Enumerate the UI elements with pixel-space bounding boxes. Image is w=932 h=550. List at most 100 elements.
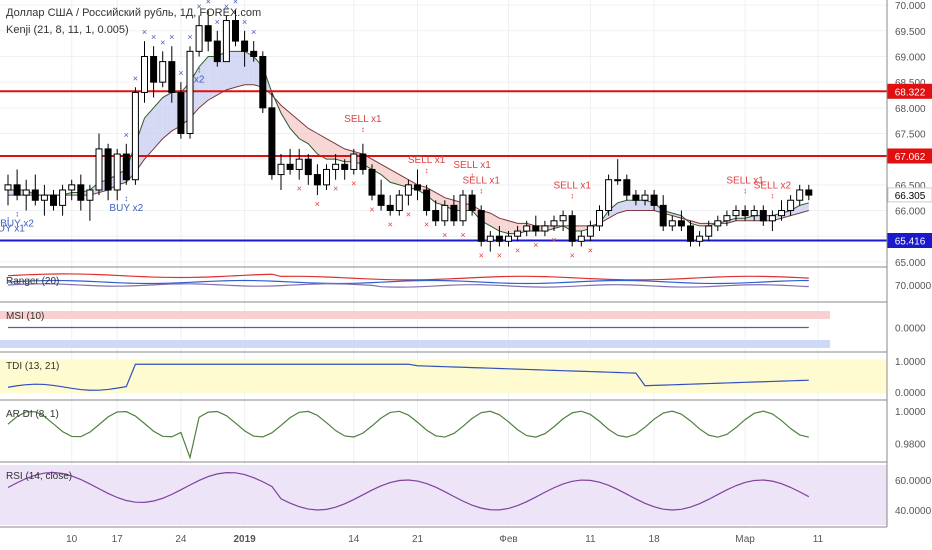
candle-body — [286, 163, 294, 170]
sell-x-marker: × — [388, 220, 393, 230]
level-badge — [887, 233, 932, 249]
ma-cloud-segment — [435, 192, 445, 206]
candle-body — [705, 225, 713, 237]
candle-body — [696, 235, 704, 242]
ma-cloud-segment — [499, 218, 509, 234]
candle-body — [732, 210, 740, 217]
ma-cloud-segment — [217, 51, 227, 95]
level-badge — [887, 187, 932, 203]
pane-tick-label: 0.0000 — [895, 324, 926, 335]
ma-cloud-segment — [726, 218, 736, 224]
sell-x-marker: × — [570, 250, 575, 260]
sell-x-marker: × — [460, 230, 465, 240]
candle-body — [4, 184, 12, 191]
candle-body — [295, 158, 303, 170]
ma-cloud-segment — [672, 213, 682, 219]
sell-x-marker: × — [315, 199, 320, 209]
signal-arrow: ↕ — [770, 192, 774, 201]
pane-tick-label: 60.0000 — [895, 476, 932, 487]
ma-cloud-segment — [235, 51, 245, 88]
rsi-band — [0, 465, 887, 525]
candle-body — [414, 184, 421, 191]
sell-x-marker: × — [588, 245, 593, 255]
ma-cloud-segment — [745, 215, 755, 221]
candle-body — [532, 225, 540, 232]
ma-cloud-segment — [508, 220, 518, 234]
candle-body — [641, 194, 649, 201]
candle-body — [796, 189, 804, 201]
candle-body — [550, 220, 558, 227]
candle-body — [586, 225, 594, 237]
time-tick-label: Мар — [735, 534, 755, 545]
price-tick-label: 66.000 — [895, 207, 926, 218]
signal-label: BUY x1 — [0, 223, 25, 234]
candle-body — [577, 235, 585, 242]
candle-body — [122, 153, 130, 181]
candle-body — [323, 168, 330, 186]
signal-arrow: ↕ — [15, 209, 19, 218]
candle-body — [432, 210, 440, 222]
signal-arrow: ↕ — [6, 214, 10, 223]
buy-x-marker: × — [151, 32, 156, 42]
candle-body — [523, 225, 531, 232]
ma-cloud-segment — [626, 200, 636, 211]
ma-cloud-segment — [490, 213, 500, 232]
candle-body — [568, 215, 576, 242]
candle-body — [623, 179, 631, 196]
candle-body — [632, 194, 640, 201]
ma-cloud-segment — [162, 92, 172, 139]
ma-cloud-segment — [399, 174, 409, 188]
ma-cloud-segment — [699, 223, 709, 226]
time-tick-label: Фев — [499, 534, 517, 545]
candle-body — [332, 163, 340, 170]
indicator-line — [7, 471, 810, 511]
candle-body — [77, 184, 85, 201]
candle-body — [250, 50, 258, 57]
signal-label: SELL x1 — [344, 114, 382, 125]
sell-x-marker: × — [424, 220, 429, 230]
buy-x-marker: × — [160, 37, 165, 47]
ma-cloud-segment — [199, 56, 209, 108]
indicator-line — [7, 283, 809, 288]
candle-body — [614, 179, 622, 182]
candle-body — [423, 189, 431, 212]
candle-body — [313, 174, 321, 186]
candle-body — [277, 163, 285, 176]
candle-body — [441, 204, 449, 222]
signal-label: SELL x1 — [408, 155, 446, 166]
price-tick-label: 67.500 — [895, 130, 926, 141]
signal-arrow: ↕ — [124, 194, 128, 203]
buy-x-marker: × — [251, 27, 256, 37]
ma-cloud-segment — [244, 51, 254, 85]
candle-body — [213, 40, 221, 63]
candle-body — [596, 210, 603, 227]
signal-label: SELL x1 — [553, 181, 591, 192]
price-tick-label: 69.500 — [895, 27, 926, 38]
candle-body — [386, 204, 394, 212]
level-badge-label: 68.322 — [895, 87, 926, 98]
price-tick-label: 69.000 — [895, 52, 926, 63]
price-tick-label: 66.500 — [895, 181, 926, 192]
candle-body — [404, 184, 412, 196]
candle-body — [650, 194, 658, 206]
candle-body — [359, 153, 367, 170]
pane-title: RSI (14, close) — [6, 471, 72, 482]
candle-body — [159, 61, 167, 83]
candle-body — [677, 220, 685, 227]
candle-body — [222, 20, 230, 63]
candle-body — [778, 210, 785, 217]
candle-body — [113, 153, 121, 191]
time-tick-label: 11 — [585, 534, 596, 545]
pane-title: TDI (13, 21) — [6, 361, 59, 372]
candle-body — [350, 153, 358, 170]
indicator-legend: Kenji (21, 8, 11, 1, 0.005) — [6, 24, 129, 36]
buy-x-marker: × — [242, 17, 247, 27]
pane-tick-label: 0.0000 — [895, 388, 926, 399]
candle-body — [341, 163, 349, 170]
pane-tick-label: 40.0000 — [895, 506, 932, 517]
ma-cloud-segment — [308, 128, 318, 155]
signal-label: x2 — [194, 74, 205, 85]
ma-cloud-segment — [153, 97, 163, 149]
ma-cloud-segment — [617, 200, 627, 214]
